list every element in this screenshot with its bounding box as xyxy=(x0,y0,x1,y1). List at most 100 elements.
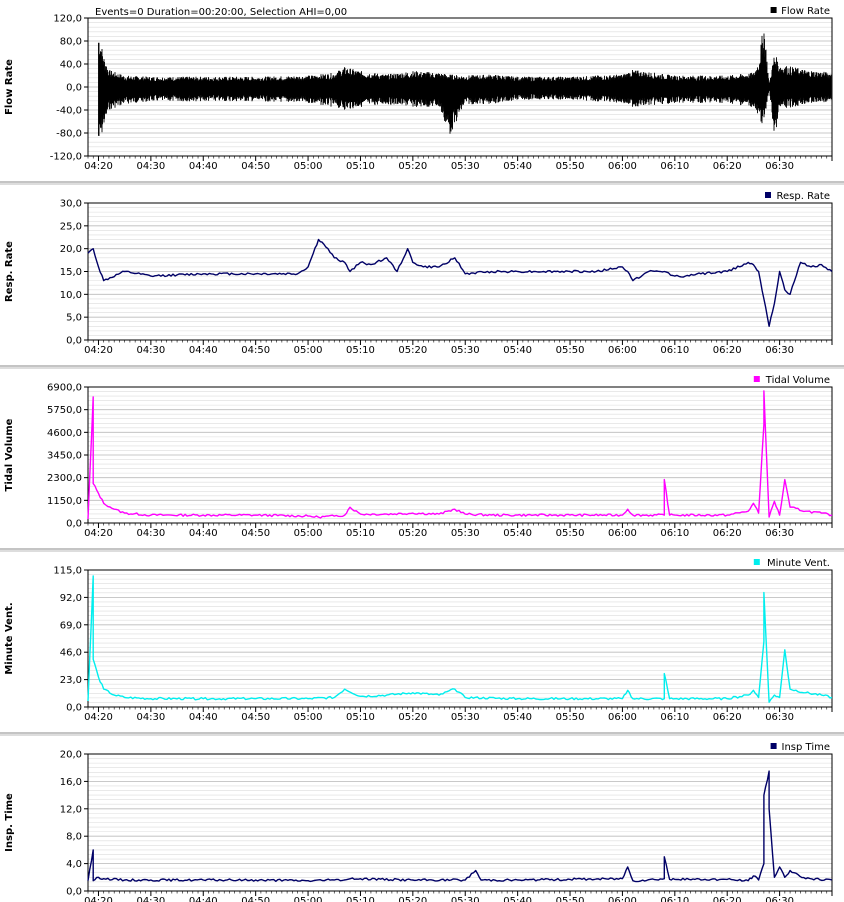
y-tick-label: 2300,0 xyxy=(47,473,82,484)
legend-label: Insp Time xyxy=(782,742,831,753)
y-tick-label: 92,0 xyxy=(60,593,82,604)
x-tick-label: 06:00 xyxy=(608,528,637,539)
legend-swatch xyxy=(770,743,777,749)
x-tick-label: 05:10 xyxy=(346,161,375,172)
x-tick-label: 05:50 xyxy=(556,528,585,539)
x-tick-label: 04:40 xyxy=(189,161,218,172)
y-tick-label: 6900,0 xyxy=(47,383,82,394)
x-tick-label: 05:10 xyxy=(346,528,375,539)
y-tick-label: 69,0 xyxy=(60,620,82,631)
legend-label: Minute Vent. xyxy=(767,558,830,569)
y-tick-label: 1150,0 xyxy=(47,496,82,507)
x-tick-label: 04:50 xyxy=(241,896,270,902)
y-tick-label: -40,0 xyxy=(56,106,82,117)
y-axis-label: Flow Rate xyxy=(4,59,15,115)
events-summary-header: Events=0 Duration=00:20:00, Selection AH… xyxy=(95,7,347,18)
x-tick-label: 06:30 xyxy=(765,896,794,902)
x-tick-label: 06:20 xyxy=(713,712,742,723)
x-tick-label: 05:10 xyxy=(346,345,375,356)
x-tick-label: 05:40 xyxy=(503,712,532,723)
x-tick-label: 04:50 xyxy=(241,345,270,356)
y-tick-label: 80,0 xyxy=(60,37,82,48)
series-line-minute-vent xyxy=(87,575,833,703)
x-tick-label: 05:50 xyxy=(556,345,585,356)
y-tick-label: 8,0 xyxy=(66,832,82,843)
x-tick-label: 05:30 xyxy=(451,161,480,172)
y-tick-label: 0,0 xyxy=(66,83,82,94)
x-tick-label: 05:20 xyxy=(398,896,427,902)
x-tick-label: 06:30 xyxy=(765,345,794,356)
x-tick-label: 04:30 xyxy=(136,528,165,539)
y-tick-label: 0,0 xyxy=(66,336,82,347)
y-tick-label: 25,0 xyxy=(60,221,82,232)
series-line-resp-rate xyxy=(87,238,833,327)
x-tick-label: 06:00 xyxy=(608,345,637,356)
y-tick-label: 115,0 xyxy=(53,566,82,577)
x-tick-label: 05:30 xyxy=(451,712,480,723)
x-tick-label: 05:00 xyxy=(294,161,323,172)
x-tick-label: 05:40 xyxy=(503,161,532,172)
x-tick-label: 04:20 xyxy=(84,712,113,723)
x-tick-label: 05:00 xyxy=(294,712,323,723)
y-tick-label: 20,0 xyxy=(60,244,82,255)
y-tick-label: 40,0 xyxy=(60,60,82,71)
x-tick-label: 05:40 xyxy=(503,345,532,356)
x-tick-label: 06:20 xyxy=(713,345,742,356)
x-tick-label: 05:00 xyxy=(294,528,323,539)
x-tick-label: 05:20 xyxy=(398,712,427,723)
y-tick-label: -80,0 xyxy=(56,129,82,140)
x-tick-label: 06:30 xyxy=(765,528,794,539)
legend-label: Flow Rate xyxy=(781,6,830,17)
x-tick-label: 06:30 xyxy=(765,161,794,172)
y-tick-label: 10,0 xyxy=(60,290,82,301)
x-tick-label: 05:40 xyxy=(503,528,532,539)
x-tick-label: 05:10 xyxy=(346,896,375,902)
x-tick-label: 06:10 xyxy=(660,896,689,902)
y-tick-label: 16,0 xyxy=(60,777,82,788)
y-tick-label: 0,0 xyxy=(66,887,82,898)
y-tick-label: 46,0 xyxy=(60,648,82,659)
legend-swatch xyxy=(753,376,760,382)
x-tick-label: 05:20 xyxy=(398,345,427,356)
x-tick-label: 04:30 xyxy=(136,712,165,723)
x-tick-label: 05:30 xyxy=(451,528,480,539)
x-tick-label: 05:30 xyxy=(451,896,480,902)
x-tick-label: 05:50 xyxy=(556,896,585,902)
x-tick-label: 04:50 xyxy=(241,712,270,723)
x-tick-label: 04:20 xyxy=(84,161,113,172)
legend-swatch xyxy=(765,192,771,198)
series-line-insp-time xyxy=(87,770,833,883)
x-tick-label: 06:10 xyxy=(660,528,689,539)
x-tick-label: 04:50 xyxy=(241,528,270,539)
x-tick-label: 06:30 xyxy=(765,712,794,723)
x-tick-label: 06:20 xyxy=(713,896,742,902)
y-tick-label: 5750,0 xyxy=(47,405,82,416)
y-tick-label: 15,0 xyxy=(60,267,82,278)
y-tick-label: 4,0 xyxy=(66,859,82,870)
x-tick-label: 04:30 xyxy=(136,896,165,902)
y-axis-label: Insp. Time xyxy=(4,793,15,852)
y-tick-label: 120,0 xyxy=(53,14,82,25)
x-tick-label: 05:40 xyxy=(503,896,532,902)
x-tick-label: 05:10 xyxy=(346,712,375,723)
legend-label: Resp. Rate xyxy=(777,191,831,202)
x-tick-label: 05:00 xyxy=(294,345,323,356)
legend-swatch xyxy=(753,559,760,565)
y-tick-label: 3450,0 xyxy=(47,451,82,462)
y-axis-label: Minute Vent. xyxy=(4,602,15,674)
flow-rate-waveform xyxy=(98,33,832,137)
x-tick-label: 06:10 xyxy=(660,345,689,356)
x-tick-label: 06:00 xyxy=(608,161,637,172)
legend-label: Tidal Volume xyxy=(765,375,830,386)
x-tick-label: 05:00 xyxy=(294,896,323,902)
y-tick-label: 12,0 xyxy=(60,804,82,815)
y-tick-label: 20,0 xyxy=(60,750,82,761)
y-tick-label: 5,0 xyxy=(66,313,82,324)
y-axis-label: Tidal Volume xyxy=(4,418,15,491)
x-tick-label: 04:40 xyxy=(189,712,218,723)
x-tick-label: 04:40 xyxy=(189,345,218,356)
x-tick-label: 05:50 xyxy=(556,161,585,172)
y-tick-label: 23,0 xyxy=(60,675,82,686)
x-tick-label: 04:20 xyxy=(84,896,113,902)
